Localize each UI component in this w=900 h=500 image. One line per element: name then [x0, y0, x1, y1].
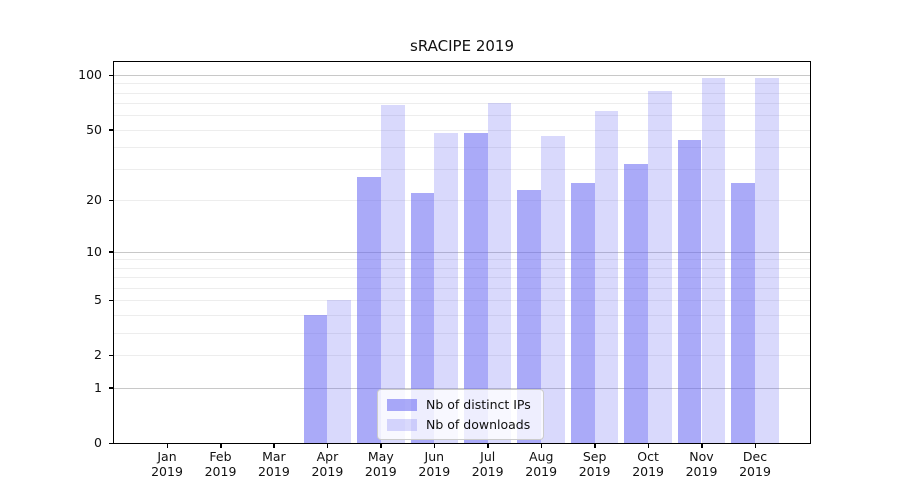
gridline-minor-5	[114, 300, 810, 302]
plot-area: Nb of distinct IPs Nb of downloads	[113, 61, 811, 444]
y-tick-mark-1	[109, 387, 113, 389]
y-tick-label-10: 10	[86, 243, 102, 259]
x-tick-mark-Sep	[594, 444, 596, 448]
chart-title: sRACIPE 2019	[410, 37, 514, 55]
x-tick-mark-Jul	[487, 444, 489, 448]
x-tick-label-May: May 2019	[364, 449, 397, 479]
x-tick-label-Jul: Jul 2019	[471, 449, 504, 479]
x-tick-mark-Dec	[754, 444, 756, 448]
gridline-major-10	[114, 251, 810, 253]
y-tick-mark-100	[109, 74, 113, 77]
bar-nb-of-downloads-Apr	[327, 300, 352, 443]
x-tick-label-Dec: Dec 2019	[739, 449, 771, 479]
x-tick-mark-Oct	[647, 444, 650, 448]
gridline-minor-3	[114, 332, 810, 334]
bar-nb-of-distinct-ips-Nov	[677, 139, 702, 443]
bar-nb-of-distinct-ips-Aug	[517, 189, 542, 443]
gridline-minor-80	[114, 92, 810, 94]
gridline-minor-40	[114, 146, 810, 148]
x-tick-label-Sep: Sep 2019	[578, 449, 611, 479]
bar-nb-of-downloads-Jun	[434, 132, 459, 443]
gridline-major-1	[114, 387, 810, 389]
bar-nb-of-distinct-ips-May	[357, 177, 381, 443]
gridline-major-100	[114, 75, 810, 77]
x-tick-mark-Jan	[166, 444, 168, 448]
bar-nb-of-downloads-Jul	[487, 103, 512, 443]
x-tick-label-Aug: Aug 2019	[525, 449, 558, 479]
x-tick-mark-Apr	[326, 444, 329, 448]
bar-nb-of-distinct-ips-Jul	[463, 132, 488, 443]
y-tick-mark-20	[109, 199, 113, 202]
gridline-minor-4	[114, 314, 810, 316]
y-tick-label-1: 1	[94, 379, 102, 395]
bar-nb-of-downloads-Aug	[541, 136, 565, 443]
y-tick-label-100: 100	[78, 67, 102, 83]
gridline-minor-50	[114, 129, 810, 131]
bar-nb-of-downloads-Nov	[701, 78, 726, 443]
x-tick-label-Feb: Feb 2019	[204, 449, 237, 479]
legend: Nb of distinct IPs Nb of downloads	[377, 389, 544, 440]
y-tick-label-5: 5	[94, 292, 102, 308]
y-tick-mark-10	[109, 251, 113, 253]
bar-nb-of-distinct-ips-Oct	[624, 164, 649, 443]
bar-nb-of-downloads-Dec	[755, 78, 779, 443]
x-tick-label-Oct: Oct 2019	[632, 449, 664, 479]
y-tick-label-20: 20	[86, 192, 102, 208]
gridline-minor-6	[114, 287, 810, 289]
y-tick-label-50: 50	[86, 121, 102, 137]
x-tick-label-Apr: Apr 2019	[311, 449, 344, 479]
y-tick-mark-50	[109, 129, 113, 131]
bar-nb-of-downloads-May	[380, 105, 405, 443]
gridline-minor-60	[114, 115, 810, 117]
x-tick-label-Jun: Jun 2019	[418, 449, 451, 479]
y-tick-label-0: 0	[94, 435, 102, 450]
x-tick-mark-Nov	[701, 444, 703, 448]
gridline-minor-7	[114, 277, 810, 279]
x-tick-mark-Mar	[273, 444, 275, 448]
x-tick-mark-Aug	[540, 444, 543, 448]
legend-label-downloads: Nb of downloads	[426, 417, 531, 432]
x-tick-mark-Jun	[433, 444, 436, 448]
gridline-minor-9	[114, 259, 810, 261]
y-tick-mark-5	[109, 299, 113, 302]
x-tick-label-Nov: Nov 2019	[685, 449, 718, 479]
x-tick-label-Mar: Mar 2019	[257, 449, 290, 479]
legend-swatch-downloads	[387, 418, 417, 431]
legend-swatch-distinct-ips	[387, 398, 417, 411]
gridline-minor-8	[114, 267, 810, 269]
gridline-minor-90	[114, 83, 810, 85]
legend-label-distinct-ips: Nb of distinct IPs	[426, 397, 531, 412]
gridline-minor-20	[114, 200, 810, 202]
y-tick-mark-2	[109, 354, 113, 357]
bar-nb-of-downloads-Oct	[648, 90, 672, 443]
bar-nb-of-distinct-ips-Apr	[303, 314, 328, 443]
legend-entry-distinct-ips: Nb of distinct IPs	[387, 397, 531, 412]
bar-nb-of-distinct-ips-Jun	[410, 193, 435, 443]
bar-nb-of-distinct-ips-Sep	[570, 183, 595, 443]
gridline-minor-70	[114, 103, 810, 105]
x-tick-mark-May	[380, 444, 382, 448]
x-tick-mark-Feb	[220, 444, 222, 448]
gridline-minor-30	[114, 169, 810, 171]
y-tick-mark-0	[109, 442, 113, 444]
x-tick-label-Jan: Jan 2019	[151, 449, 183, 479]
y-tick-label-2: 2	[94, 347, 102, 363]
gridline-minor-2	[114, 355, 810, 357]
bar-nb-of-downloads-Sep	[594, 111, 619, 443]
bar-nb-of-distinct-ips-Dec	[731, 183, 755, 443]
legend-entry-downloads: Nb of downloads	[387, 417, 531, 432]
